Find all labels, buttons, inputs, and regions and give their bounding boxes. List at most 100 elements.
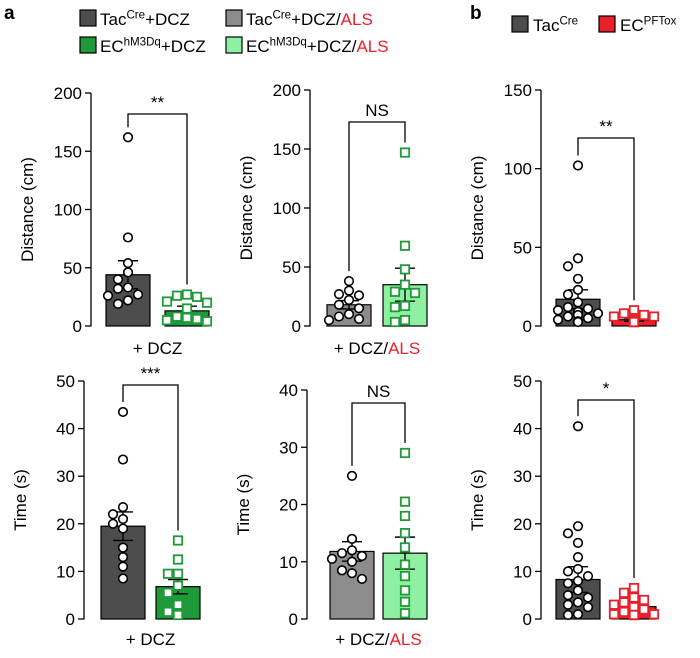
series-0 — [100, 406, 146, 620]
data-point — [608, 609, 620, 620]
data-point — [562, 566, 574, 577]
legend-label-tac-part: Cre — [559, 16, 578, 28]
legend-label-tac_dcz_als-part: ALS — [341, 10, 373, 29]
chart-a-distance-dcz-als: 0 50 100 150 200 Distance (cm) NS + DCZ/ALS — [237, 81, 428, 358]
bracket-line — [577, 137, 635, 301]
data-point — [181, 312, 193, 323]
data-point — [117, 523, 129, 534]
data-point — [356, 550, 368, 562]
significance-bracket: * — [577, 379, 635, 579]
legend-swatch-tac — [511, 15, 529, 33]
significance-label: * — [603, 379, 610, 398]
data-point — [117, 513, 129, 525]
data-point — [638, 594, 650, 606]
y-tick-label: 40 — [56, 420, 75, 439]
y-tick-label: 40 — [513, 420, 532, 439]
y-tick-label: 10 — [279, 553, 298, 572]
chart-a-time-dcz-als: 0 10 20 30 40 Time (s) NS + DCZ/ALS — [234, 381, 428, 649]
data-point — [572, 537, 584, 548]
data-point — [102, 290, 114, 301]
legend-label-ec_dcz_als-part: EC — [246, 37, 270, 56]
data-point — [356, 573, 368, 585]
data-point — [323, 315, 335, 326]
data-point — [638, 309, 650, 321]
data-point — [171, 311, 183, 322]
series-0 — [323, 276, 372, 327]
legend-label-tac: TacCre — [533, 16, 578, 35]
y-axis-label: Distance (cm) — [468, 156, 487, 261]
data-point — [572, 609, 584, 620]
data-point — [117, 502, 129, 513]
significance-bracket: ** — [127, 93, 188, 285]
legend-swatch-ec_dcz_als — [225, 36, 243, 54]
data-point — [618, 606, 630, 617]
y-axis-label: Time (s) — [468, 469, 487, 531]
data-point — [343, 276, 355, 287]
data-point — [648, 311, 660, 322]
data-point — [171, 290, 183, 301]
chart-b-distance: 0 50 100 150 Distance (cm) ** — [468, 81, 660, 336]
data-point — [572, 575, 584, 587]
data-point — [399, 596, 411, 607]
x-axis-label-part: + DCZ/ — [335, 630, 390, 649]
y-tick-label: 0 — [73, 317, 82, 336]
series-1 — [155, 535, 201, 621]
bracket-line — [351, 402, 406, 466]
data-point — [638, 604, 650, 615]
data-point — [399, 300, 411, 312]
legend-label-tac_dcz-part: Cre — [126, 10, 145, 22]
data-point — [628, 609, 640, 621]
y-tick-label: 0 — [523, 610, 532, 629]
data-point — [399, 608, 411, 619]
bracket-line — [577, 399, 635, 579]
legend-swatch-ec_dcz — [79, 36, 97, 54]
legend-label-ec_dcz_als: EChM3Dq+DCZ/ALS — [246, 37, 389, 56]
bracket-line — [127, 113, 188, 285]
legend-swatch-tac_dcz_als — [225, 9, 243, 27]
y-tick-label: 150 — [273, 140, 301, 159]
data-point — [572, 597, 584, 608]
y-axis-label: Time (s) — [11, 469, 30, 531]
legend-label-tac_dcz-part: +DCZ — [145, 10, 190, 29]
significance-label: ** — [151, 93, 165, 112]
data-point — [399, 314, 411, 326]
data-point — [572, 253, 584, 264]
significance-bracket: NS — [351, 382, 406, 466]
chart-a-distance-dcz: 0 50 100 150 200 Distance (cm) ** + DCZ — [18, 84, 213, 358]
legend-label-ec_dcz_als-part: hM3Dq — [270, 37, 307, 49]
legend-label-tac_dcz_als: TacCre+DCZ/ALS — [246, 10, 373, 29]
data-point — [181, 303, 193, 314]
y-tick-label: 10 — [56, 562, 75, 581]
data-point — [628, 592, 640, 603]
y-tick-label: 50 — [513, 238, 532, 257]
legend-label-tac_dcz_als-part: Tac — [246, 10, 273, 29]
y-tick-label: 150 — [54, 142, 82, 161]
data-point — [582, 313, 594, 324]
x-axis-label-part: ALS — [388, 339, 420, 358]
y-tick-label: 200 — [273, 81, 301, 100]
data-point — [112, 274, 124, 285]
data-point — [107, 518, 119, 529]
significance-label: *** — [141, 364, 161, 383]
data-point — [162, 606, 174, 617]
y-tick-label: 0 — [523, 317, 532, 336]
legend-item-tac_dcz: TacCre+DCZ — [79, 9, 190, 29]
panel-b-letter: b — [470, 3, 482, 24]
legend-label-ec_pftox-part: EC — [620, 16, 644, 35]
data-point — [582, 601, 594, 613]
data-point — [572, 284, 584, 295]
data-point — [572, 273, 584, 284]
y-tick-label: 100 — [54, 201, 82, 220]
data-point — [112, 283, 124, 294]
legend-label-ec_dcz-part: hM3Dq — [124, 37, 161, 49]
data-point — [562, 528, 574, 539]
significance-label: ** — [599, 117, 613, 136]
data-point — [582, 592, 594, 603]
significance-label: NS — [365, 101, 389, 120]
panel-a-letter: a — [4, 3, 15, 24]
legend-label-ec_dcz: EChM3Dq+DCZ — [100, 37, 206, 56]
data-point — [572, 521, 584, 532]
data-point — [117, 573, 129, 584]
